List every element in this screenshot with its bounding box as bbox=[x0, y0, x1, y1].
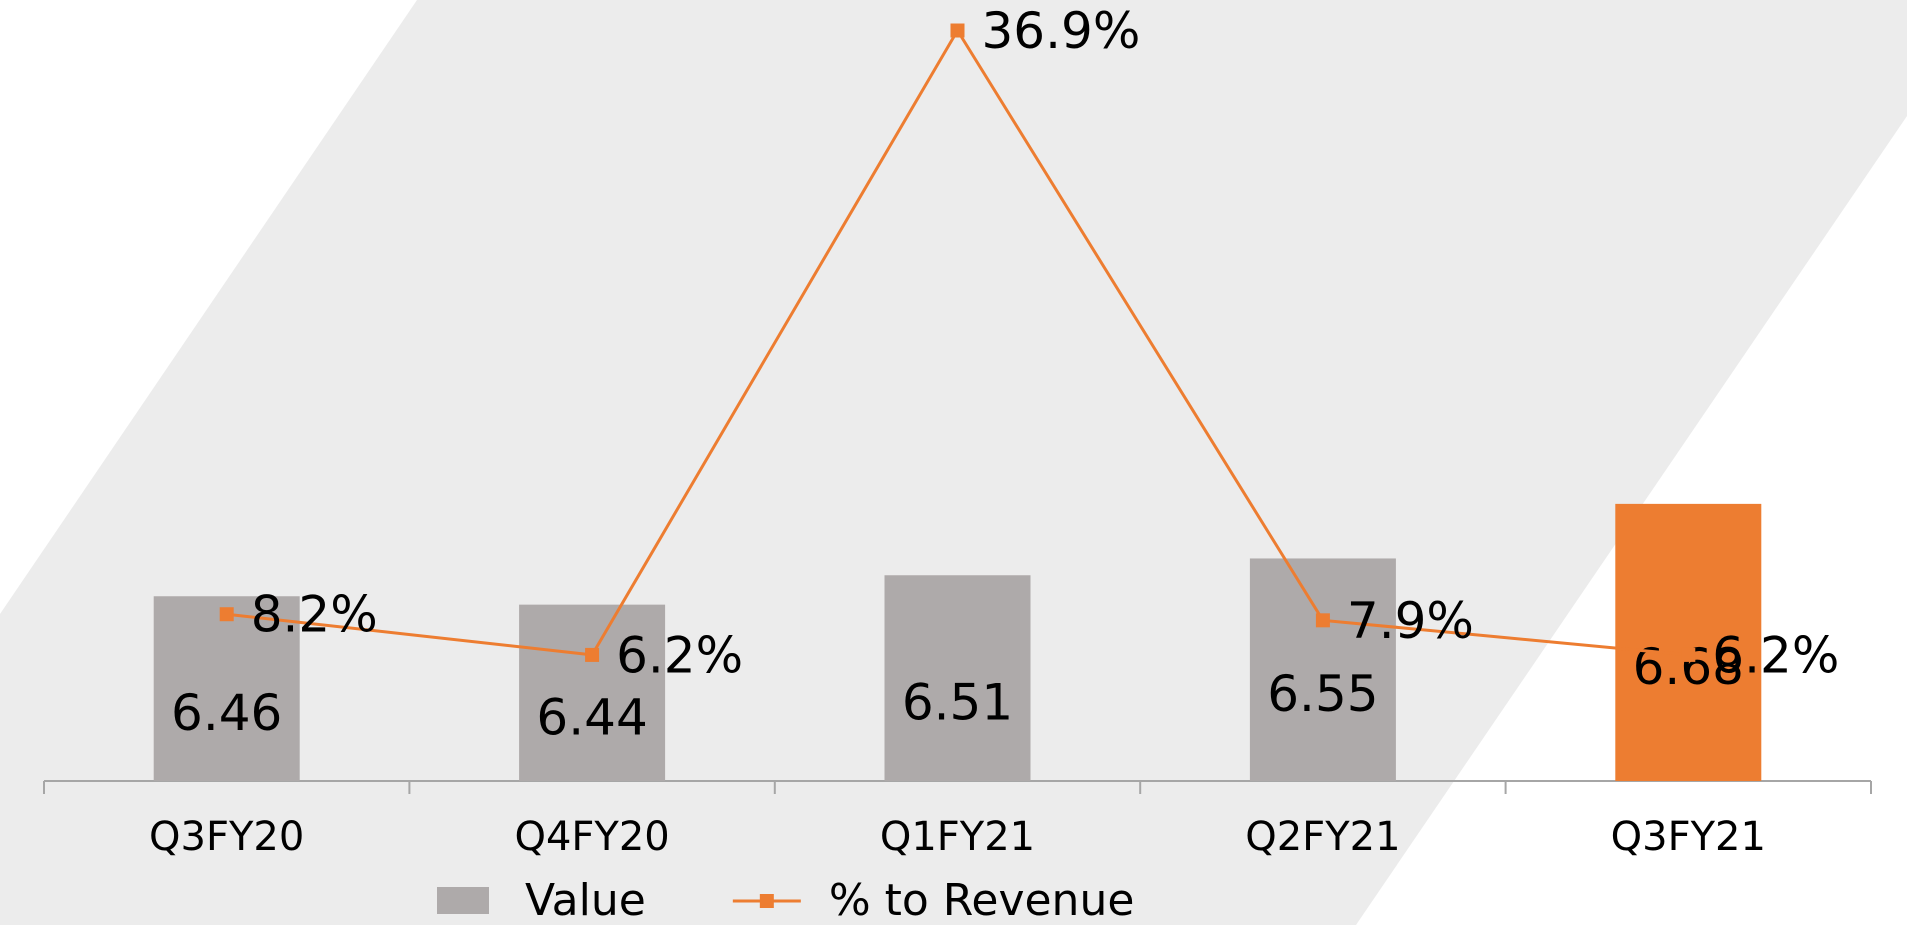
line-marker bbox=[219, 607, 234, 622]
line-value-label: 7.9% bbox=[1347, 592, 1474, 650]
x-tick-label: Q4FY20 bbox=[514, 814, 669, 860]
line-marker bbox=[1315, 613, 1330, 628]
bar bbox=[884, 575, 1031, 781]
bar-value-label: 6.44 bbox=[536, 688, 647, 746]
bar-value-label: 6.68 bbox=[1633, 638, 1744, 696]
x-tick-label: Q2FY21 bbox=[1245, 814, 1400, 860]
bar bbox=[1615, 503, 1762, 781]
line-marker bbox=[950, 23, 965, 38]
legend-swatch bbox=[437, 887, 489, 914]
line-value-label: 6.2% bbox=[616, 626, 743, 684]
line-marker bbox=[1681, 647, 1696, 662]
legend-label: Value bbox=[525, 875, 646, 925]
x-tick-label: Q3FY21 bbox=[1611, 814, 1766, 860]
line-value-label: 6.2% bbox=[1712, 626, 1839, 684]
line-marker bbox=[585, 647, 600, 662]
bar-value-label: 6.55 bbox=[1267, 665, 1378, 723]
bar-value-label: 6.51 bbox=[902, 674, 1013, 732]
bar bbox=[1249, 558, 1396, 781]
line-value-label: 36.9% bbox=[982, 2, 1141, 60]
bar bbox=[519, 604, 666, 781]
legend-label: % to Revenue bbox=[829, 875, 1135, 925]
line-value-label: 8.2% bbox=[251, 586, 378, 644]
x-tick-label: Q1FY21 bbox=[880, 814, 1035, 860]
bar bbox=[153, 596, 300, 781]
legend-swatch-marker bbox=[759, 894, 774, 908]
x-tick-label: Q3FY20 bbox=[149, 814, 304, 860]
bar-value-label: 6.46 bbox=[171, 684, 282, 742]
